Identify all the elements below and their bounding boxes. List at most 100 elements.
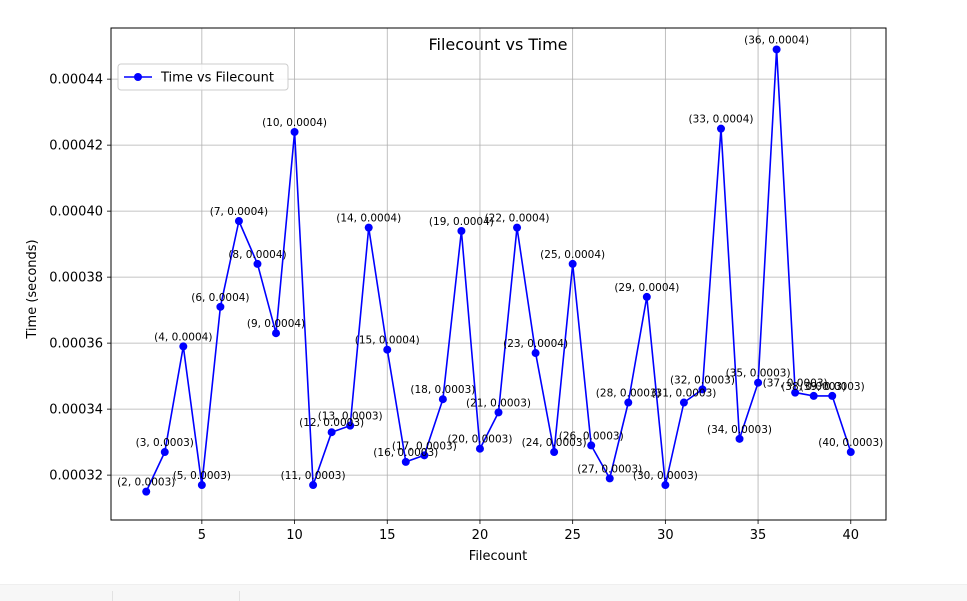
data-label: (18, 0.0003) bbox=[410, 384, 475, 396]
data-point bbox=[438, 395, 447, 404]
data-point bbox=[327, 428, 336, 437]
x-tick-label: 20 bbox=[472, 528, 489, 543]
x-axis-label: Filecount bbox=[469, 549, 527, 564]
data-point bbox=[791, 388, 800, 397]
data-label: (19, 0.0004) bbox=[429, 216, 494, 228]
data-label: (10, 0.0004) bbox=[262, 117, 327, 129]
plot-area-frame bbox=[110, 27, 887, 521]
data-point bbox=[216, 302, 225, 311]
x-tick-label: 25 bbox=[564, 528, 581, 543]
data-point bbox=[772, 45, 781, 54]
y-axis: 0.00032 0.00034 0.00036 0.00038 0.00040 0.000… bbox=[49, 73, 111, 484]
data-label: (36, 0.0004) bbox=[744, 34, 809, 46]
data-label: (21, 0.0003) bbox=[466, 397, 531, 409]
figure-background bbox=[0, 0, 967, 584]
data-point bbox=[716, 124, 725, 133]
y-tick-label: 0.00044 bbox=[49, 73, 103, 88]
data-point bbox=[383, 345, 392, 354]
data-label: (39, 0.0003) bbox=[800, 381, 865, 393]
y-tick-label: 0.00040 bbox=[49, 205, 103, 220]
data-label: (38, 0.0003) bbox=[781, 381, 846, 393]
data-label: (3, 0.0003) bbox=[136, 437, 194, 449]
data-point bbox=[661, 481, 670, 490]
data-label: (33, 0.0004) bbox=[689, 114, 754, 126]
bottom-bar-divider bbox=[112, 591, 113, 601]
data-label: (8, 0.0004) bbox=[228, 249, 286, 261]
data-label: (20, 0.0003) bbox=[447, 434, 512, 446]
data-point bbox=[679, 398, 688, 407]
y-axis-label: Time (seconds) bbox=[25, 239, 40, 339]
data-label: (23, 0.0004) bbox=[503, 338, 568, 350]
data-point bbox=[290, 127, 299, 136]
data-label: (15, 0.0004) bbox=[355, 335, 420, 347]
chart-title: Filecount vs Time bbox=[428, 35, 567, 54]
data-point bbox=[234, 217, 243, 226]
x-tick-label: 5 bbox=[198, 528, 206, 543]
x-tick-label: 10 bbox=[286, 528, 303, 543]
legend: Time vs Filecount bbox=[117, 63, 289, 91]
data-point bbox=[309, 481, 318, 490]
data-point bbox=[809, 391, 818, 400]
data-label: (4, 0.0004) bbox=[154, 331, 212, 343]
data-label: (37, 0.0003) bbox=[763, 378, 828, 390]
data-label: (11, 0.0003) bbox=[281, 470, 346, 482]
data-point bbox=[197, 481, 206, 490]
x-axis: 5 10 15 20 25 30 35 40 bbox=[198, 520, 859, 543]
data-label: (2, 0.0003) bbox=[117, 477, 175, 489]
x-tick-label: 30 bbox=[657, 528, 674, 543]
data-label: (35, 0.0003) bbox=[726, 368, 791, 380]
data-label: (24, 0.0003) bbox=[522, 437, 587, 449]
data-label: (26, 0.0003) bbox=[559, 430, 624, 442]
data-point bbox=[550, 448, 559, 457]
y-tick-label: 0.00034 bbox=[49, 403, 103, 418]
data-point bbox=[253, 259, 262, 268]
data-label: (32, 0.0003) bbox=[670, 374, 735, 386]
data-label: (29, 0.0004) bbox=[614, 282, 679, 294]
bottom-bar bbox=[0, 584, 967, 601]
data-label: (5, 0.0003) bbox=[173, 470, 231, 482]
data-label: (22, 0.0004) bbox=[485, 213, 550, 225]
data-point bbox=[420, 451, 429, 460]
data-point bbox=[364, 223, 373, 232]
data-point bbox=[642, 292, 651, 301]
x-tick-label: 15 bbox=[379, 528, 396, 543]
y-tick-label: 0.00042 bbox=[49, 139, 103, 154]
data-point bbox=[735, 434, 744, 443]
chart: Filecount vs Time 5 10 15 20 25 30 35 40 0.0003… bbox=[0, 0, 967, 584]
data-label: (28, 0.0003) bbox=[596, 388, 661, 400]
data-point bbox=[846, 448, 855, 457]
data-point bbox=[457, 226, 466, 235]
legend-box bbox=[117, 63, 289, 91]
data-label: (9, 0.0004) bbox=[247, 318, 305, 330]
data-point bbox=[475, 444, 484, 453]
data-label: (12, 0.0003) bbox=[299, 417, 364, 429]
y-tick-label: 0.00038 bbox=[49, 271, 103, 286]
data-label: (6, 0.0004) bbox=[191, 292, 249, 304]
data-label: (13, 0.0003) bbox=[318, 411, 383, 423]
y-tick-label: 0.00032 bbox=[49, 469, 103, 484]
data-point bbox=[401, 457, 410, 466]
data-label: (14, 0.0004) bbox=[336, 213, 401, 225]
data-point bbox=[531, 349, 540, 358]
legend-marker bbox=[134, 73, 142, 81]
data-label: (27, 0.0003) bbox=[577, 463, 642, 475]
data-label: (30, 0.0003) bbox=[633, 470, 698, 482]
x-tick-label: 40 bbox=[842, 528, 859, 543]
legend-entry: Time vs Filecount bbox=[160, 71, 274, 86]
data-point bbox=[754, 378, 763, 387]
data-point bbox=[605, 474, 614, 483]
data-point bbox=[513, 223, 522, 232]
data-label: (7, 0.0004) bbox=[210, 206, 268, 218]
data-point bbox=[346, 421, 355, 430]
data-points bbox=[142, 45, 855, 496]
data-label: (31, 0.0003) bbox=[651, 388, 716, 400]
data-label: (34, 0.0003) bbox=[707, 424, 772, 436]
data-point bbox=[698, 385, 707, 394]
data-label: (17, 0.0003) bbox=[392, 440, 457, 452]
data-point bbox=[587, 441, 596, 450]
data-labels: (2, 0.0003) (3, 0.0003) (4, 0.0004) (5, 0.0… bbox=[117, 34, 883, 488]
x-tick-label: 35 bbox=[750, 528, 767, 543]
data-point bbox=[828, 391, 837, 400]
data-point bbox=[272, 329, 281, 338]
y-tick-label: 0.00036 bbox=[49, 337, 103, 352]
